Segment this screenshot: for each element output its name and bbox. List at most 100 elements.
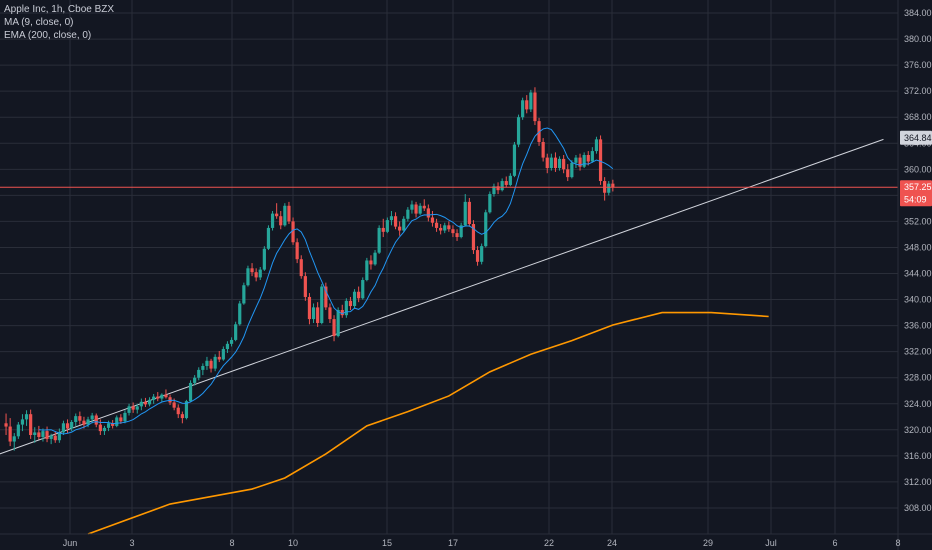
- legend-symbol[interactable]: Apple Inc, 1h, Cboe BZX: [4, 4, 115, 15]
- candle: [53, 431, 57, 443]
- candle: [217, 351, 221, 363]
- candle-body: [246, 268, 250, 286]
- candle-body: [295, 242, 299, 260]
- candle-body: [418, 205, 422, 214]
- price-tick-label: 340.00: [904, 295, 932, 305]
- time-tick-label: 17: [448, 538, 458, 548]
- price-tick-label: 352.00: [904, 216, 932, 226]
- legend-ma[interactable]: MA (9, close, 0): [4, 17, 74, 28]
- candle-body: [131, 406, 135, 410]
- price-tag-label: 357.25: [904, 182, 932, 192]
- candle: [127, 403, 131, 416]
- candle-body: [24, 414, 29, 420]
- candle-body: [156, 396, 160, 399]
- legend-ema[interactable]: EMA (200, close, 0): [4, 30, 92, 41]
- candle-body: [16, 424, 20, 437]
- candle: [332, 315, 336, 342]
- candle-body: [525, 100, 529, 110]
- candle-body: [86, 419, 90, 425]
- candle-body: [533, 92, 537, 122]
- ma-layer: [38, 127, 614, 435]
- candle: [459, 222, 463, 239]
- candle: [135, 403, 139, 414]
- candle-body: [451, 229, 455, 234]
- candle-body: [344, 300, 348, 316]
- legend: Apple Inc, 1h, Cboe BZX MA (9, close, 0)…: [4, 3, 114, 42]
- candle-body: [480, 246, 484, 262]
- candle: [406, 207, 410, 222]
- time-tick-label: 6: [832, 538, 837, 548]
- candle-body: [590, 151, 594, 162]
- candle: [385, 217, 389, 234]
- candle: [553, 152, 558, 172]
- time-axis[interactable]: Jun 3 8 10 15 17 22 24 29 Jul 6 8: [0, 533, 932, 548]
- candle-body: [365, 260, 369, 281]
- candle: [295, 238, 299, 264]
- candle: [525, 95, 529, 114]
- candle-body: [496, 186, 500, 191]
- candle-body: [33, 432, 37, 436]
- candle: [307, 293, 312, 325]
- time-tick-label: 10: [288, 538, 298, 548]
- candle: [205, 356, 209, 370]
- candle: [254, 268, 258, 282]
- candle: [566, 164, 570, 182]
- candle-body: [29, 414, 33, 436]
- candle: [398, 221, 402, 236]
- candle: [45, 426, 49, 443]
- candle-body: [242, 285, 246, 304]
- candle: [221, 346, 225, 361]
- candle: [41, 428, 45, 442]
- candle: [328, 303, 332, 324]
- candle-body: [90, 415, 94, 420]
- candle-body: [430, 217, 435, 223]
- candle: [570, 160, 574, 179]
- candle: [262, 246, 266, 271]
- candle: [234, 321, 238, 342]
- candle-body: [111, 423, 115, 426]
- candle-body: [102, 427, 107, 432]
- candle: [283, 203, 287, 227]
- candle-body: [176, 407, 180, 415]
- candle-body: [152, 396, 156, 400]
- candle: [480, 243, 484, 265]
- candle-body: [439, 227, 443, 231]
- candle-body: [135, 406, 139, 410]
- candle: [242, 282, 246, 305]
- candle-body: [197, 369, 201, 378]
- candle: [508, 173, 512, 187]
- candle: [119, 414, 123, 424]
- candle: [439, 224, 443, 235]
- price-tag-bg: [900, 192, 932, 207]
- candle: [512, 141, 517, 178]
- price-tags: 364.84 357.25 54:09: [900, 130, 932, 207]
- candle-body: [238, 303, 242, 325]
- candle-body: [492, 186, 496, 195]
- candle-body: [434, 222, 439, 228]
- candle-body: [94, 415, 98, 425]
- price-tick-label: 372.00: [904, 86, 932, 96]
- candle: [598, 135, 603, 185]
- candle: [61, 420, 66, 436]
- candle-body: [258, 269, 262, 278]
- candle: [381, 218, 385, 238]
- candle: [90, 412, 94, 424]
- price-tag-label: 364.84: [904, 133, 932, 143]
- candle-layer: [4, 87, 615, 451]
- candle: [111, 420, 115, 429]
- candle: [586, 151, 590, 166]
- ema-layer: [87, 311, 769, 535]
- candle-body: [311, 307, 316, 320]
- candle: [229, 337, 234, 347]
- candle-body: [607, 183, 611, 193]
- candle-body: [512, 144, 517, 176]
- time-tick-label: 8: [229, 538, 234, 548]
- candle: [303, 272, 307, 301]
- price-tick-label: 380.00: [904, 34, 932, 44]
- candle: [590, 147, 594, 163]
- candle: [37, 425, 41, 440]
- candle-body: [225, 343, 230, 350]
